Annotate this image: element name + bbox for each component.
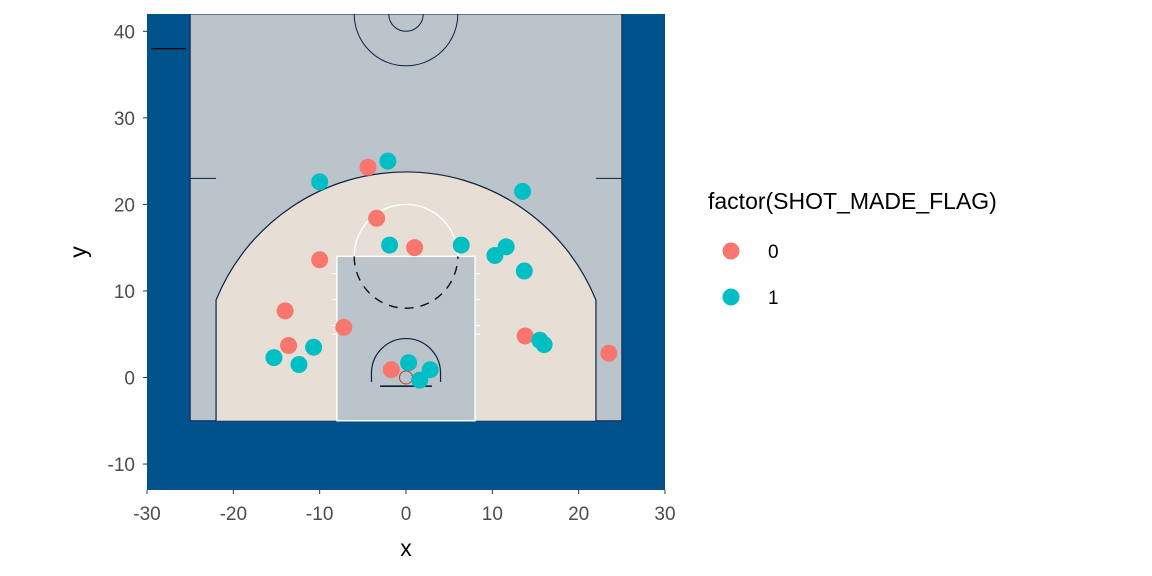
shot-point-0 bbox=[360, 159, 377, 176]
y-tick-label: 30 bbox=[114, 109, 135, 130]
shot-point-0 bbox=[311, 251, 328, 268]
shot-point-0 bbox=[335, 319, 352, 336]
x-tick-label: 0 bbox=[401, 504, 412, 525]
y-axis: -10 0 10 20 30 40 bbox=[108, 22, 147, 476]
shot-point-0 bbox=[600, 345, 617, 362]
shot-point-1 bbox=[265, 349, 282, 366]
x-tick-label: 30 bbox=[654, 504, 675, 525]
shot-point-0 bbox=[277, 302, 294, 319]
plot-panel bbox=[147, 0, 665, 490]
x-tick-label: -10 bbox=[306, 504, 333, 525]
x-axis: -30 -20 -10 0 10 20 30 bbox=[133, 490, 675, 525]
shot-point-0 bbox=[280, 337, 297, 354]
shot-point-1 bbox=[379, 153, 396, 170]
shot-point-0 bbox=[406, 239, 423, 256]
legend-label-1: 1 bbox=[768, 288, 779, 309]
y-tick-label: 40 bbox=[114, 22, 135, 43]
shot-point-0 bbox=[517, 327, 534, 344]
shot-point-1 bbox=[305, 339, 322, 356]
y-tick-label: 0 bbox=[124, 368, 135, 389]
shot-point-1 bbox=[400, 354, 417, 371]
x-tick-label: 10 bbox=[482, 504, 503, 525]
shot-point-1 bbox=[536, 336, 553, 353]
x-tick-label: -30 bbox=[133, 504, 160, 525]
shot-point-1 bbox=[514, 183, 531, 200]
shot-point-0 bbox=[368, 210, 385, 227]
shot-point-1 bbox=[453, 237, 470, 254]
legend: factor(SHOT_MADE_FLAG) 01 bbox=[708, 188, 997, 309]
shot-point-0 bbox=[383, 361, 400, 378]
shot-point-1 bbox=[381, 237, 398, 254]
legend-entries: 01 bbox=[723, 242, 779, 309]
legend-title: factor(SHOT_MADE_FLAG) bbox=[708, 188, 997, 214]
y-tick-label: 20 bbox=[114, 195, 135, 216]
x-tick-label: 20 bbox=[568, 504, 589, 525]
legend-key-1 bbox=[723, 289, 740, 306]
y-tick-label: 10 bbox=[114, 282, 135, 303]
y-axis-title: y bbox=[65, 246, 91, 258]
shot-point-1 bbox=[516, 263, 533, 280]
x-axis-title: x bbox=[400, 535, 412, 561]
y-tick-label: -10 bbox=[108, 455, 135, 476]
shot-point-1 bbox=[311, 173, 328, 190]
shot-point-1 bbox=[411, 372, 428, 389]
court-drawing bbox=[151, 0, 622, 421]
shot-point-1 bbox=[290, 356, 307, 373]
legend-label-0: 0 bbox=[768, 242, 779, 263]
x-tick-label: -20 bbox=[220, 504, 247, 525]
legend-key-0 bbox=[723, 243, 740, 260]
shot-point-1 bbox=[486, 247, 503, 264]
